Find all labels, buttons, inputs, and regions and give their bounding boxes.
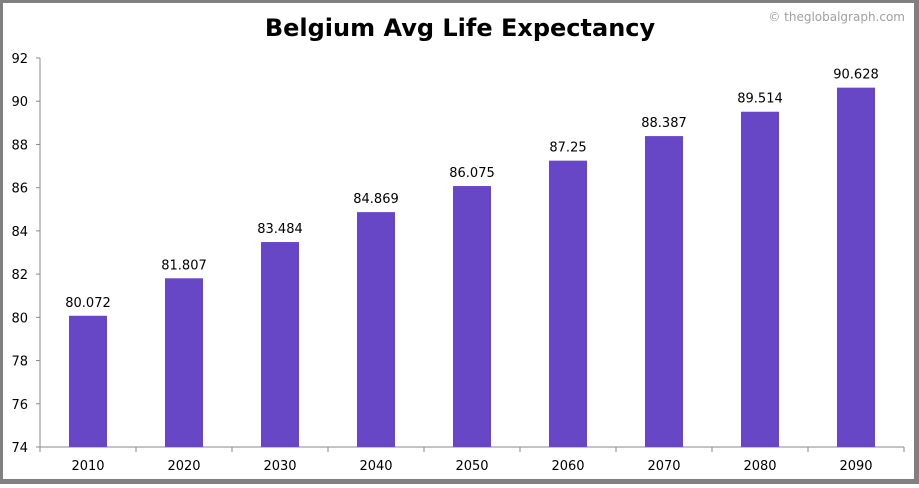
x-tick-label: 2090	[839, 459, 872, 474]
data-label-2070: 88.387	[641, 116, 687, 131]
bar-2050	[453, 186, 491, 447]
data-labels: 80.072 81.807 83.484 84.869 86.075 87.25 88.38…	[65, 68, 879, 311]
data-label-2040: 84.869	[353, 192, 399, 207]
bar-2070	[645, 136, 683, 448]
y-tick-label: 78	[11, 355, 28, 370]
y-tick-label: 80	[11, 311, 28, 326]
y-tick-label: 90	[11, 95, 28, 110]
bars	[69, 87, 875, 448]
x-tick-label: 2050	[455, 459, 488, 474]
data-label-2060: 87.25	[549, 141, 586, 156]
axes: 74 76 78 80 82 84 86 88 90 92 2010 2020 2030 2040 2050…	[11, 52, 905, 474]
data-label-2080: 89.514	[737, 92, 783, 107]
bar-2030	[261, 242, 299, 447]
chart-title: Belgium Avg Life Expectancy	[265, 14, 656, 42]
bar-2010	[69, 315, 107, 447]
data-label-2010: 80.072	[65, 296, 111, 311]
y-tick-label: 92	[11, 52, 28, 67]
x-tick-label: 2060	[551, 459, 584, 474]
y-tick-label: 84	[11, 225, 28, 240]
x-tick-label: 2040	[359, 459, 392, 474]
bar-2080	[741, 111, 779, 447]
bar-2060	[549, 160, 587, 447]
x-tick-label: 2010	[71, 459, 104, 474]
y-tick-label: 76	[11, 398, 28, 413]
y-tick-label: 86	[11, 182, 28, 197]
data-label-2020: 81.807	[161, 258, 207, 273]
x-tick-label: 2020	[167, 459, 200, 474]
x-tick-label: 2080	[743, 459, 776, 474]
bar-2020	[165, 278, 203, 447]
y-tick-label: 82	[11, 268, 28, 283]
data-label-2090: 90.628	[833, 68, 879, 83]
x-tick-label: 2070	[647, 459, 680, 474]
watermark: © theglobalgraph.com	[768, 10, 905, 24]
x-tick-label: 2030	[263, 459, 296, 474]
bar-2090	[837, 87, 875, 447]
y-tick-label: 74	[11, 441, 28, 456]
data-label-2050: 86.075	[449, 166, 495, 181]
bar-2040	[357, 212, 395, 447]
y-tick-label: 88	[11, 138, 28, 153]
data-label-2030: 83.484	[257, 222, 303, 237]
